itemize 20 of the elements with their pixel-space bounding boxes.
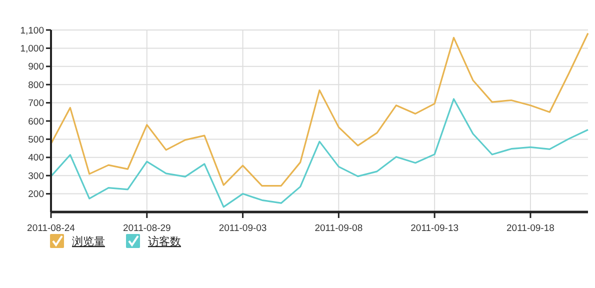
x-tick-label: 2011-09-08	[314, 223, 363, 234]
y-tick-label: 400	[28, 152, 44, 164]
y-tick-label: 700	[28, 98, 44, 110]
x-tick-label: 2011-09-03	[218, 223, 267, 234]
y-tick-label: 200	[28, 189, 44, 200]
x-tick-label: 2011-08-24	[27, 223, 75, 234]
x-tick-label: 2011-09-18	[506, 223, 554, 234]
line-series	[50, 98, 589, 208]
y-tick-label: 500	[28, 134, 44, 146]
legend-label: 访客数	[148, 235, 181, 248]
y-tick-label: 600	[28, 116, 44, 128]
y-tick-label: 1,000	[20, 44, 44, 55]
x-tick-label: 2011-08-29	[122, 223, 171, 234]
x-tick-label: 2011-09-13	[410, 223, 459, 234]
y-tick-label: 900	[28, 62, 44, 73]
y-tick-label: 300	[28, 170, 44, 182]
line-series	[50, 32, 589, 187]
y-tick-label: 1,100	[20, 25, 44, 36]
legend-label: 浏览量	[72, 235, 105, 248]
y-tick-label: 800	[28, 80, 44, 91]
